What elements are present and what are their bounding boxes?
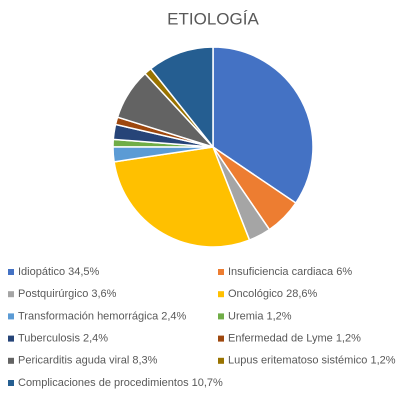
chart-title: ETIOLOGÍA	[167, 9, 259, 28]
legend-label: Tuberculosis 2,4%	[18, 333, 108, 345]
legend-label: Complicaciones de procedimientos 10,7%	[18, 377, 223, 389]
legend-label: Idiopático 34,5%	[18, 266, 100, 278]
legend-label: Postquirúrgico 3,6%	[18, 288, 117, 300]
legend-label: Oncológico 28,6%	[228, 288, 317, 300]
legend-label: Transformación hemorrágica 2,4%	[18, 310, 187, 322]
legend-label: Pericarditis aguda viral 8,3%	[18, 355, 158, 367]
legend-swatch	[218, 291, 224, 298]
legend-swatch	[8, 380, 14, 386]
legend-swatch	[218, 269, 224, 275]
legend-swatch	[8, 269, 14, 275]
legend-swatch	[218, 335, 224, 342]
pie-slice	[212, 46, 314, 205]
legend-swatch	[8, 357, 14, 364]
legend-label: Uremia 1,2%	[228, 310, 292, 322]
legend-swatch	[8, 313, 14, 320]
legend-label: Enfermedad de Lyme 1,2%	[228, 333, 361, 345]
legend-label: Insuficiencia cardiaca 6%	[228, 266, 352, 278]
legend-swatch	[218, 357, 224, 364]
legend-swatch	[218, 313, 224, 320]
legend-label: Lupus eritematoso sistémico 1,2%	[228, 355, 396, 367]
legend-swatch	[8, 291, 14, 298]
legend-swatch	[8, 335, 14, 342]
pie-slice	[149, 46, 214, 150]
pie-slice	[113, 146, 251, 248]
